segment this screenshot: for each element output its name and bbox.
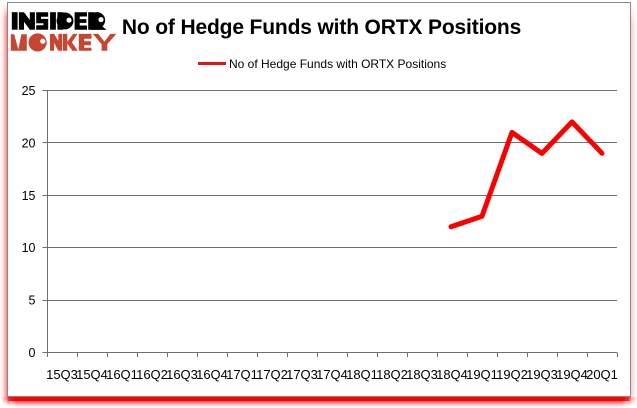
svg-text:5: 5 <box>29 294 36 308</box>
svg-text:17Q4: 17Q4 <box>316 367 348 382</box>
svg-text:18Q2: 18Q2 <box>376 367 408 382</box>
svg-text:0: 0 <box>29 346 36 360</box>
svg-text:18Q4: 18Q4 <box>436 367 468 382</box>
svg-text:18Q3: 18Q3 <box>406 367 438 382</box>
svg-text:16Q1: 16Q1 <box>106 367 138 382</box>
svg-text:20Q1: 20Q1 <box>586 367 618 382</box>
svg-text:19Q2: 19Q2 <box>496 367 528 382</box>
svg-text:15Q3: 15Q3 <box>46 367 78 382</box>
svg-text:18Q1: 18Q1 <box>346 367 378 382</box>
svg-text:15Q4: 15Q4 <box>76 367 108 382</box>
svg-text:15: 15 <box>22 189 36 203</box>
svg-text:25: 25 <box>22 84 36 98</box>
svg-text:17Q3: 17Q3 <box>286 367 318 382</box>
svg-text:17Q1: 17Q1 <box>226 367 258 382</box>
svg-text:20: 20 <box>22 136 36 150</box>
svg-text:19Q4: 19Q4 <box>556 367 588 382</box>
svg-text:10: 10 <box>22 241 36 255</box>
svg-text:16Q2: 16Q2 <box>136 367 168 382</box>
svg-text:19Q3: 19Q3 <box>526 367 558 382</box>
svg-text:16Q3: 16Q3 <box>166 367 198 382</box>
svg-text:19Q1: 19Q1 <box>466 367 498 382</box>
svg-text:16Q4: 16Q4 <box>196 367 228 382</box>
svg-text:17Q2: 17Q2 <box>256 367 288 382</box>
